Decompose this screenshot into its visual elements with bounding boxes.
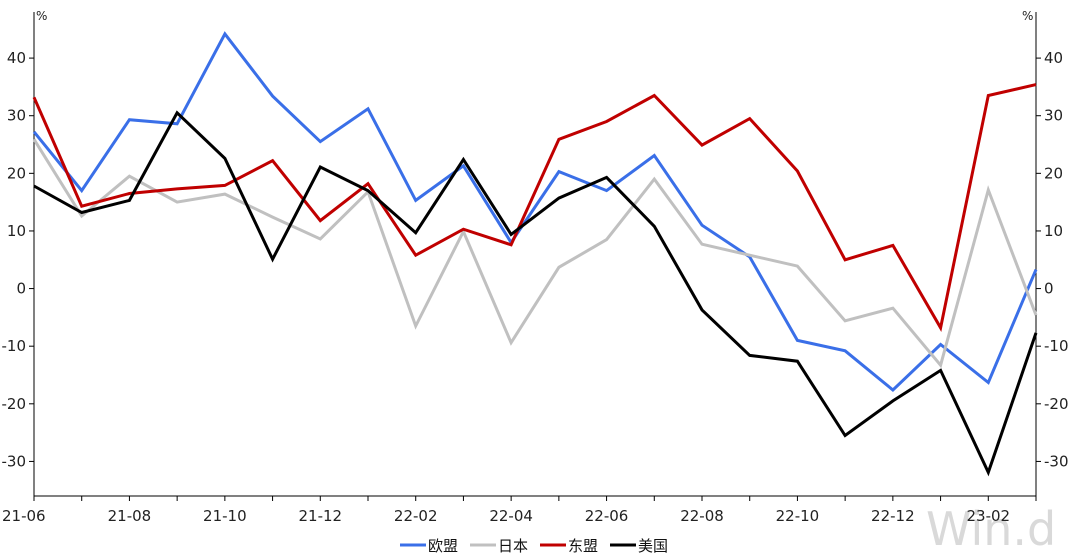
right-unit-label: % <box>1022 9 1033 23</box>
left-y-tick-label: 40 <box>7 49 26 67</box>
legend-label: 日本 <box>498 537 528 555</box>
x-ticks: 21-06 21-08 21-10 21-12 22-02 22-04 22-06 22-08… <box>2 496 1037 525</box>
x-tick-label: 22-08 <box>680 507 724 525</box>
series-line <box>33 110 1038 477</box>
right-y-tick-label: 40 <box>1044 49 1063 67</box>
legend-label: 美国 <box>638 537 668 555</box>
series-line <box>32 138 1038 369</box>
x-tick-label: 21-06 <box>2 507 46 525</box>
right-y-tick-label: -30 <box>1044 452 1069 470</box>
legend: 欧盟 日本 东盟 美国 <box>400 537 668 555</box>
x-tick-label: 22-12 <box>871 507 915 525</box>
x-tick-label: 21-10 <box>203 507 247 525</box>
left-y-tick-label: 20 <box>7 164 26 182</box>
left-y-tick-label: 0 <box>16 280 26 298</box>
x-tick-label: 22-02 <box>394 507 438 525</box>
x-tick-label: 22-10 <box>776 507 820 525</box>
legend-label: 东盟 <box>568 537 598 555</box>
right-y-tick-label: 0 <box>1044 280 1054 298</box>
series-line <box>32 31 1038 393</box>
x-tick-label: 21-08 <box>108 507 152 525</box>
series-lines <box>32 31 1038 477</box>
x-tick-label: 21-12 <box>298 507 342 525</box>
right-y-tick-label: 30 <box>1044 107 1063 125</box>
watermark: Win.d <box>926 502 1056 556</box>
left-y-tick-label: 30 <box>7 107 26 125</box>
x-tick-label: 23-02 <box>966 507 1010 525</box>
axes <box>33 12 1037 497</box>
x-tick-label: 22-06 <box>585 507 629 525</box>
left-unit-label: % <box>36 9 47 23</box>
right-y-tick-label: 10 <box>1044 222 1063 240</box>
legend-label: 欧盟 <box>428 537 458 555</box>
right-y-tick-label: 20 <box>1044 164 1063 182</box>
right-y-tick-label: -20 <box>1044 395 1069 413</box>
right-y-tick-label: -10 <box>1044 337 1069 355</box>
right-y-ticks: 40 30 20 10 0 -10 -20 -30 <box>1036 49 1069 470</box>
left-y-ticks: 40 30 20 10 0 -10 -20 -30 <box>2 49 34 470</box>
left-y-tick-label: -30 <box>2 452 27 470</box>
series-line <box>32 83 1037 332</box>
left-y-tick-label: 10 <box>7 222 26 240</box>
left-y-tick-label: -20 <box>2 395 27 413</box>
left-y-tick-label: -10 <box>2 337 27 355</box>
x-tick-label: 22-04 <box>489 507 533 525</box>
